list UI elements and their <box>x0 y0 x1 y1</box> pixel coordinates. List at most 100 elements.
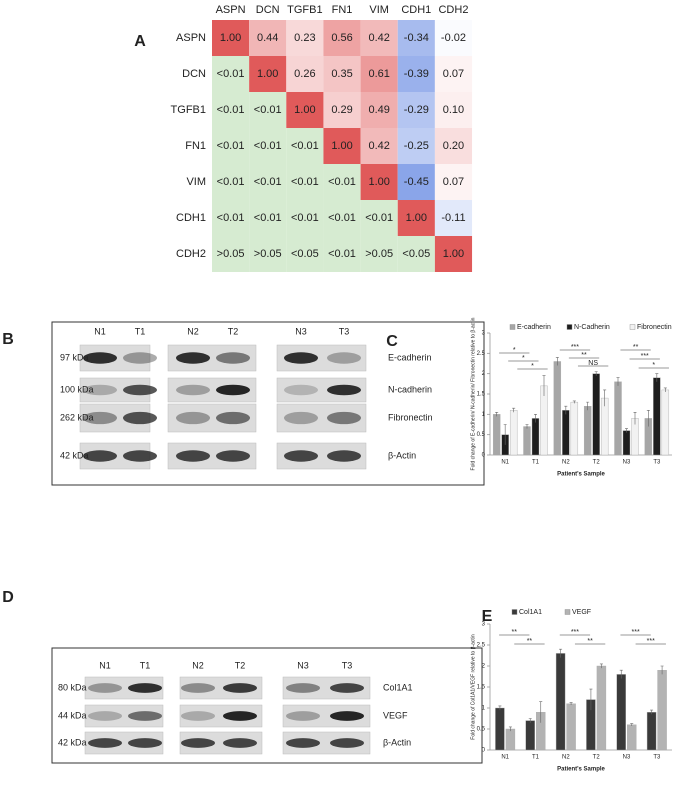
band <box>286 711 320 721</box>
cell-label: 1.00 <box>368 176 389 188</box>
size-label: 42 kDa <box>60 450 89 460</box>
column-label: CDH2 <box>438 4 468 16</box>
heat-cell <box>434 236 473 272</box>
p-value-cell <box>323 236 361 272</box>
heat-cell <box>323 56 361 92</box>
y-tick-label: 2.5 <box>477 351 486 357</box>
significance-label: * <box>513 347 516 354</box>
cell-label: >0.05 <box>254 248 282 260</box>
error-bar <box>528 718 532 723</box>
cell-label: <0.01 <box>254 104 282 116</box>
p-value-cell <box>286 200 324 236</box>
band <box>327 384 361 396</box>
blot-strip <box>282 676 371 700</box>
heat-cell <box>323 128 361 164</box>
heat-cell <box>397 200 435 236</box>
bar <box>616 674 626 751</box>
heat-cell <box>434 164 473 200</box>
row-label: CDH2 <box>176 248 206 260</box>
p-value-cell <box>249 164 287 200</box>
band <box>216 411 250 425</box>
error-bar <box>616 377 620 386</box>
heat-cell <box>434 92 473 128</box>
cell-label: 0.35 <box>331 68 352 80</box>
band <box>284 411 318 425</box>
cell-label: 0.49 <box>368 104 389 116</box>
lane-label: N1 <box>94 326 106 336</box>
heat-cell <box>434 128 473 164</box>
lane-label: T1 <box>140 660 151 670</box>
x-tick-label: N1 <box>501 755 509 761</box>
lane-label: T3 <box>342 660 353 670</box>
band <box>216 384 250 396</box>
significance-label: ** <box>633 344 639 351</box>
band <box>181 711 215 721</box>
blot-strip <box>79 403 151 433</box>
cell-label: -0.25 <box>404 140 429 152</box>
y-axis-label: Fold change of Col1A1/VEGF relative to β… <box>470 634 476 740</box>
lane-label: T3 <box>339 326 350 336</box>
y-tick-label: 1 <box>482 706 486 712</box>
band <box>128 711 162 721</box>
y-tick-label: 2 <box>482 664 486 670</box>
error-bar <box>625 428 628 433</box>
protein-label: VEGF <box>383 710 408 720</box>
x-axis-label: Patient's Sample <box>557 472 605 478</box>
band <box>83 352 117 364</box>
lane-label: T2 <box>235 660 246 670</box>
bar <box>495 707 505 751</box>
bar <box>570 401 579 456</box>
cell-label: <0.01 <box>328 176 356 188</box>
heat-cell <box>397 128 435 164</box>
cell-label: <0.01 <box>217 212 245 224</box>
protein-label: E-cadherin <box>388 352 432 362</box>
cell-label: 1.00 <box>220 32 241 44</box>
cell-label: 0.56 <box>331 32 352 44</box>
protein-label: Col1A1 <box>383 682 413 692</box>
cell-label: <0.01 <box>291 212 319 224</box>
lane-label: N1 <box>99 660 111 670</box>
error-bar <box>619 669 623 679</box>
p-value-cell <box>323 200 361 236</box>
column-label: FN1 <box>332 4 353 16</box>
cell-label: 0.26 <box>294 68 315 80</box>
band <box>123 352 157 364</box>
cell-label: 0.42 <box>368 32 389 44</box>
error-bar <box>660 665 664 675</box>
band <box>284 352 318 364</box>
cell-label: -0.45 <box>404 176 429 188</box>
cell-label: <0.01 <box>217 68 245 80</box>
p-value-cell <box>249 236 287 272</box>
bar <box>540 385 548 456</box>
error-bar <box>525 424 529 429</box>
heat-cell <box>360 164 398 200</box>
heat-cell <box>397 164 435 200</box>
error-bar <box>542 375 546 397</box>
band <box>128 738 162 748</box>
significance-label: ** <box>527 638 533 645</box>
bar <box>600 397 609 456</box>
heat-cell <box>360 128 398 164</box>
y-tick-label: 0 <box>482 748 486 754</box>
heat-cell <box>397 56 435 92</box>
band <box>223 711 257 721</box>
band <box>181 738 215 748</box>
cell-label: 0.42 <box>368 140 389 152</box>
heat-cell <box>434 20 473 56</box>
significance-label: ** <box>587 638 593 645</box>
blot-strip <box>179 704 263 728</box>
protein-label: β-Actin <box>383 737 411 747</box>
bar <box>661 389 670 456</box>
band <box>330 711 364 721</box>
legend-swatch <box>511 609 518 615</box>
error-bar <box>564 405 568 415</box>
error-bar <box>599 663 603 669</box>
row-label: TGFB1 <box>171 104 206 116</box>
size-label: 80 kDa <box>58 682 87 692</box>
error-bar <box>589 688 593 711</box>
cell-label: 0.61 <box>368 68 389 80</box>
y-tick-label: 1.5 <box>477 392 486 398</box>
cell-label: <0.01 <box>328 248 356 260</box>
blot-frame <box>51 321 485 486</box>
